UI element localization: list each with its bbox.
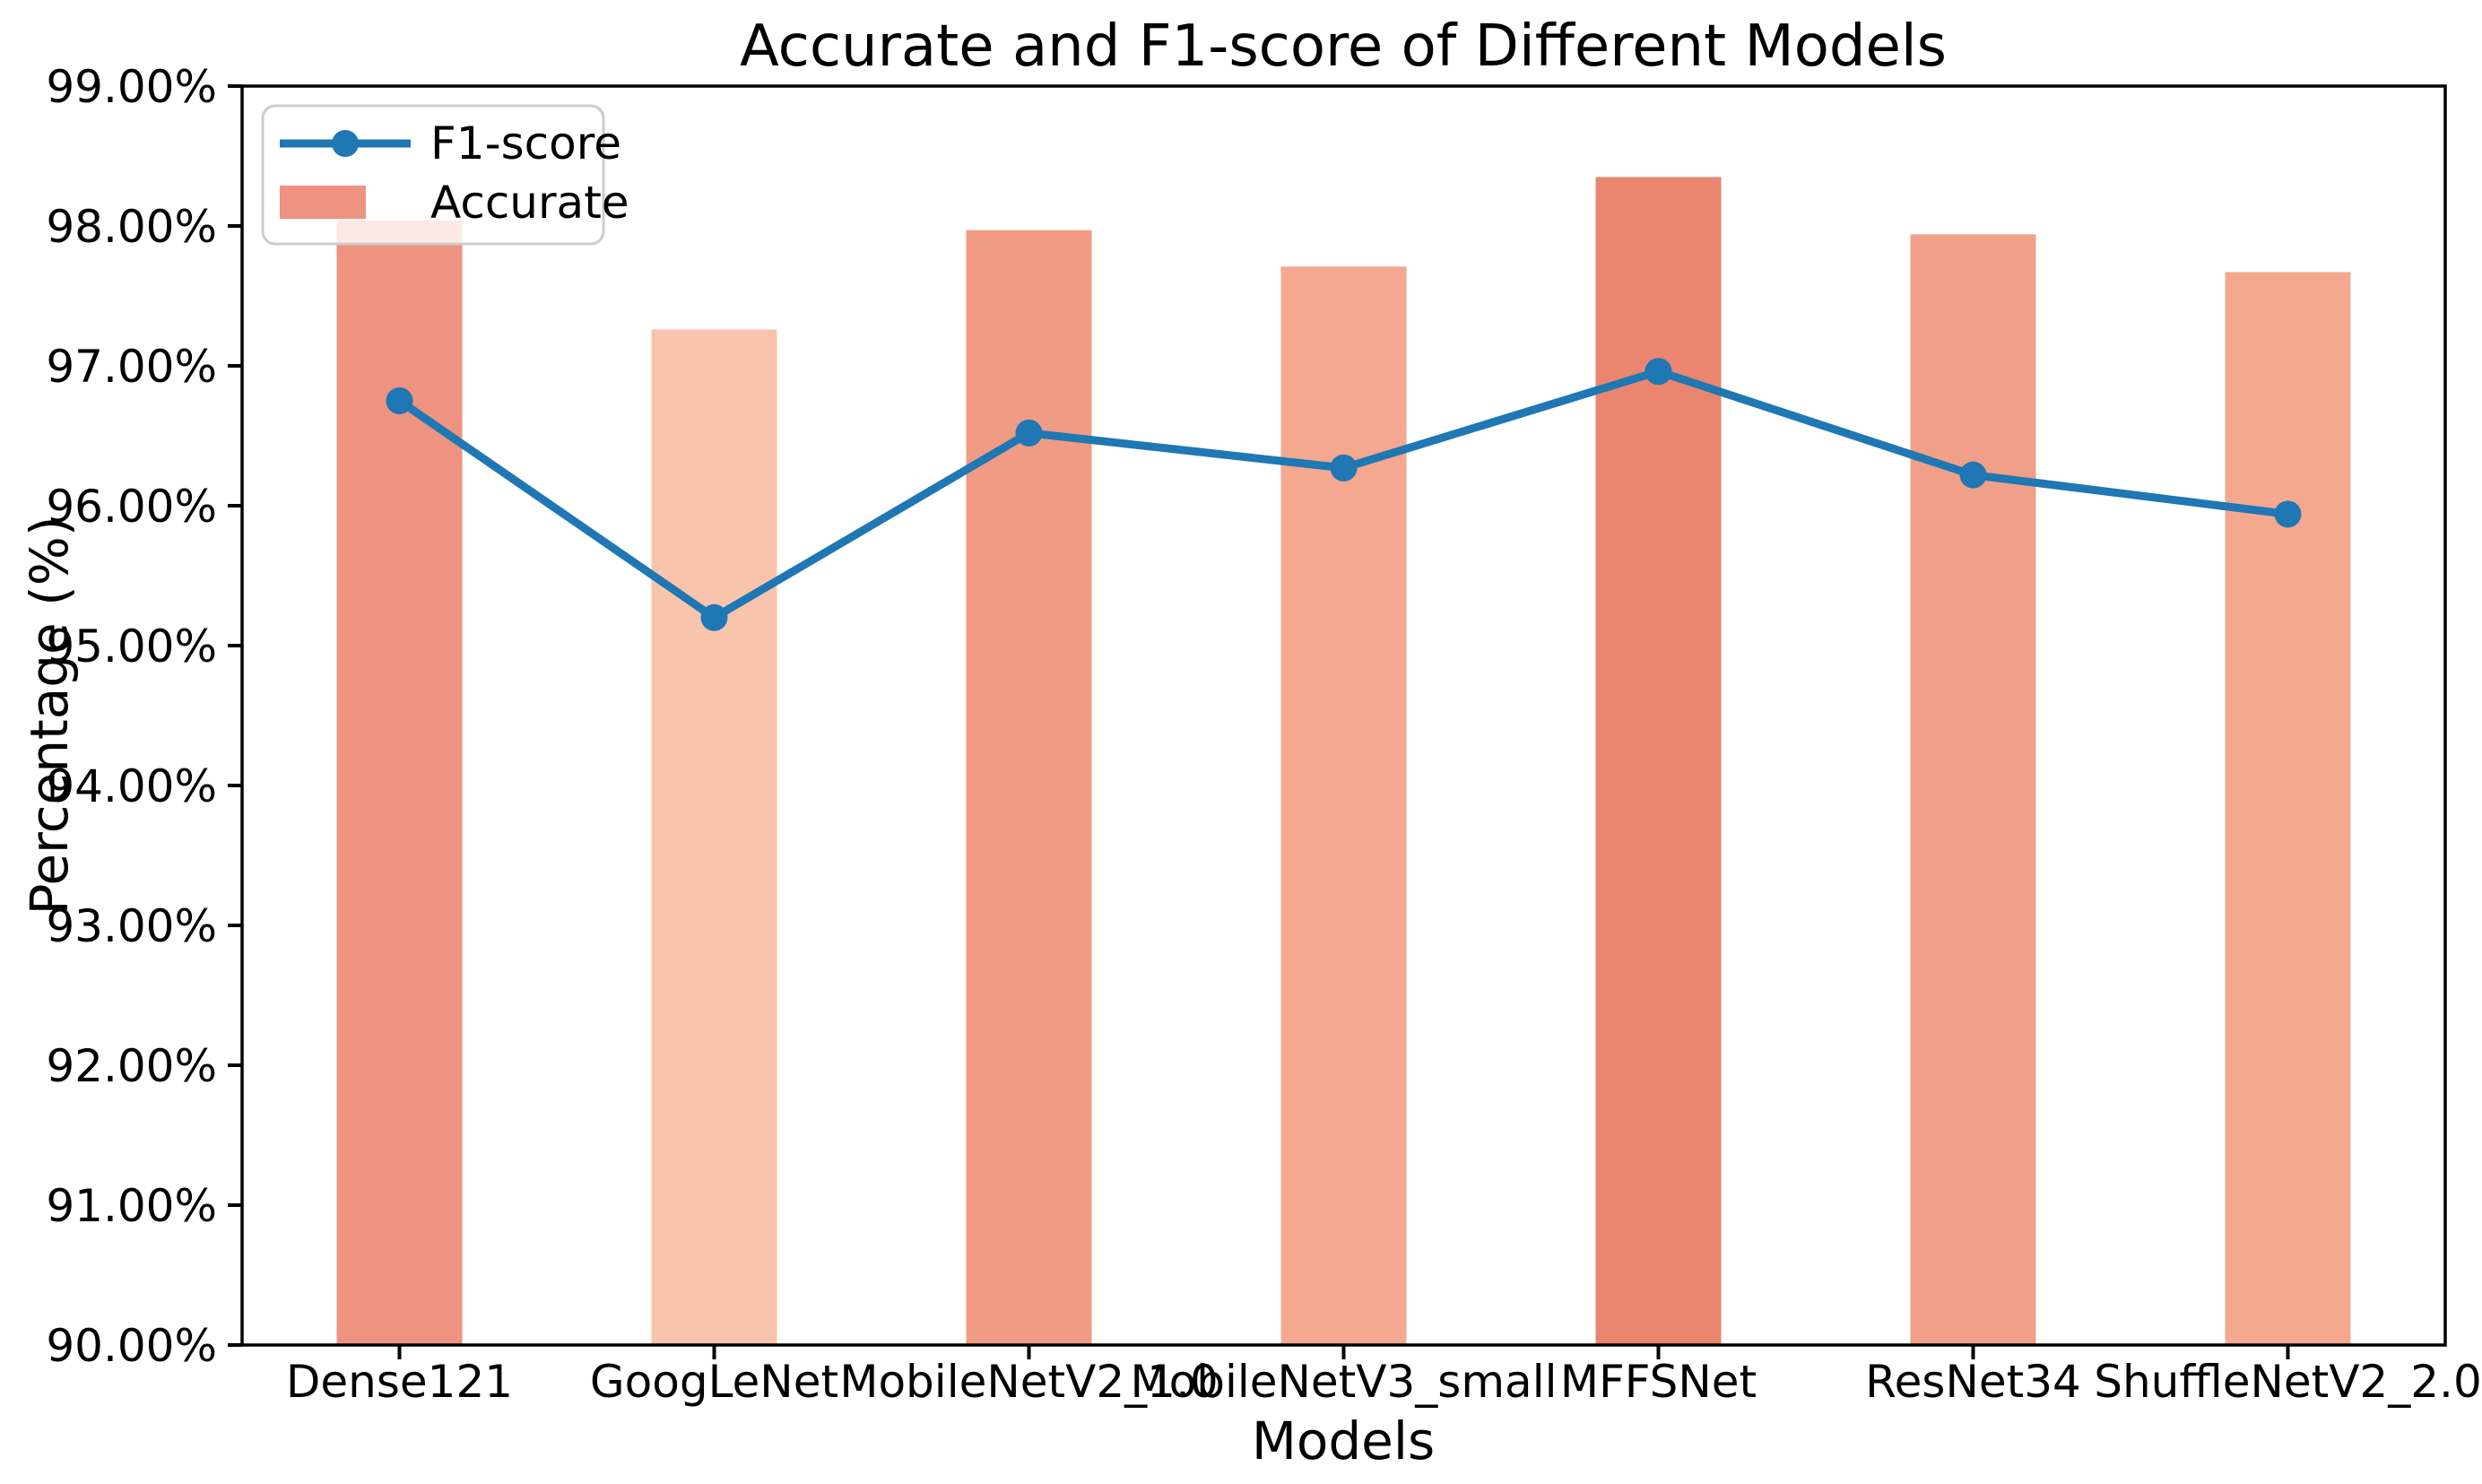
bar-MobileNetV2_1.0: [966, 230, 1092, 1346]
x-axis-label: Models: [1252, 1410, 1435, 1471]
y-tick-label: 94.00%: [46, 760, 217, 812]
bar-MFFSNet: [1595, 177, 1722, 1345]
x-tick-label-ResNet34: ResNet34: [1865, 1356, 2081, 1408]
legend: F1-score Accurate: [261, 104, 629, 246]
chart-title: Accurate and F1-score of Different Model…: [740, 13, 1947, 80]
y-axis-label: Percentage (%): [19, 516, 80, 915]
bar-ResNet34: [1910, 234, 2036, 1345]
bar-GoogLeNet: [651, 329, 777, 1346]
legend-accurate-swatch: [280, 186, 366, 219]
bar-ShuffleNetV2_2.0: [2225, 272, 2351, 1346]
marker-MobileNetV2_1.0: [1015, 419, 1043, 447]
bar-MobileNetV3_small: [1280, 266, 1407, 1345]
y-tick-label: 97.00%: [46, 341, 217, 393]
legend-label-f1-score: F1-score: [430, 117, 621, 169]
legend-f1-marker-icon: [332, 130, 359, 157]
y-tick-label: 91.00%: [46, 1180, 217, 1232]
marker-MFFSNet: [1645, 358, 1672, 386]
y-tick-label: 93.00%: [46, 900, 217, 952]
y-tick-label: 92.00%: [46, 1040, 217, 1092]
x-tick-label-MFFSNet: MFFSNet: [1560, 1356, 1757, 1408]
marker-GoogLeNet: [700, 603, 728, 631]
x-tick-label-MobileNetV3_small: MobileNetV3_small: [1131, 1356, 1558, 1408]
marker-Dense121: [386, 387, 413, 414]
x-tick-label-Dense121: Dense121: [286, 1356, 513, 1408]
y-tick-label: 98.00%: [46, 201, 217, 253]
y-tick-label: 90.00%: [46, 1320, 217, 1372]
y-tick-label: 99.00%: [46, 61, 217, 113]
x-tick-label-GoogLeNet: GoogLeNet: [590, 1356, 838, 1408]
y-tick-label: 96.00%: [46, 481, 217, 533]
axes-layer: 90.00% 91.00% 92.00% 93.00% 94.00% 95.00% 96.0…: [46, 61, 2481, 1408]
f1-line-layer: [386, 358, 2302, 631]
x-tick-label-ShuffleNetV2_2.0: ShuffleNetV2_2.0: [2094, 1356, 2482, 1408]
marker-ResNet34: [1959, 461, 1987, 489]
y-tick-label: 95.00%: [46, 621, 217, 673]
marker-MobileNetV3_small: [1330, 454, 1358, 482]
accurate-bars-layer: [336, 177, 2351, 1346]
legend-label-accurate: Accurate: [430, 177, 629, 229]
marker-ShuffleNetV2_2.0: [2274, 500, 2302, 528]
x-tick-label-MobileNetV2_1.0: MobileNetV2_1.0: [839, 1356, 1218, 1408]
